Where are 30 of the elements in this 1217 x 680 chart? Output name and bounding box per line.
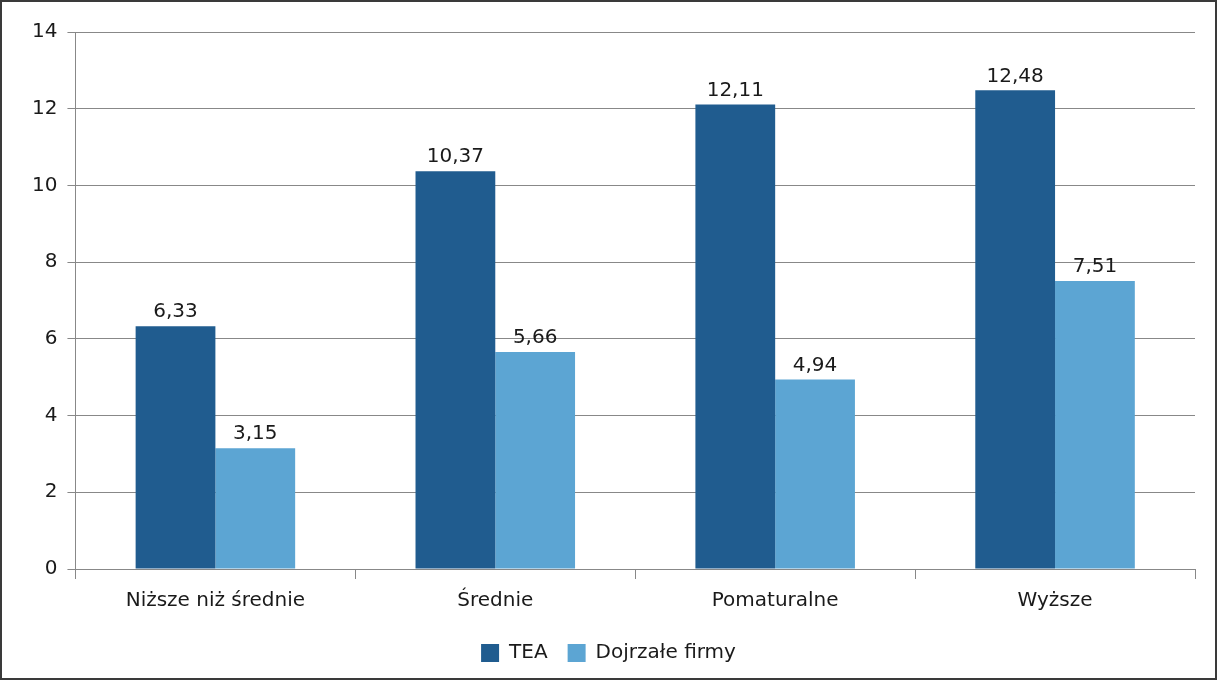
data-label: 12,11 <box>706 76 764 101</box>
y-tick-label: 2 <box>44 478 58 503</box>
x-tick-label: Wyższe <box>1017 587 1093 612</box>
bar <box>1055 280 1135 569</box>
legend-label: Dojrzałe firmy <box>595 639 737 664</box>
data-label: 4,94 <box>792 351 838 376</box>
y-tick-label: 8 <box>44 248 58 273</box>
legend-label: TEA <box>508 639 548 664</box>
data-label: 12,48 <box>986 62 1044 87</box>
data-label: 7,51 <box>1072 253 1118 278</box>
x-tick-label: Pomaturalne <box>711 587 839 612</box>
data-label: 6,33 <box>153 298 198 323</box>
data-label: 3,15 <box>233 420 278 445</box>
bar <box>695 104 776 569</box>
y-tick-label: 6 <box>44 325 58 350</box>
bar <box>495 351 576 569</box>
bar <box>775 379 855 569</box>
y-tick-label: 12 <box>32 94 58 119</box>
data-label: 5,66 <box>512 324 558 349</box>
x-tick-label: Średnie <box>457 587 534 612</box>
y-tick-label: 0 <box>44 555 58 580</box>
y-tick-label: 14 <box>32 18 58 43</box>
data-label: 10,37 <box>426 143 485 168</box>
y-tick-label: 10 <box>32 171 58 196</box>
x-tick-label: Niższe niż średnie <box>125 587 306 612</box>
bar <box>215 448 296 569</box>
y-tick-label: 4 <box>44 401 58 426</box>
bar <box>415 171 496 569</box>
bar <box>975 90 1056 569</box>
bar <box>135 326 216 569</box>
